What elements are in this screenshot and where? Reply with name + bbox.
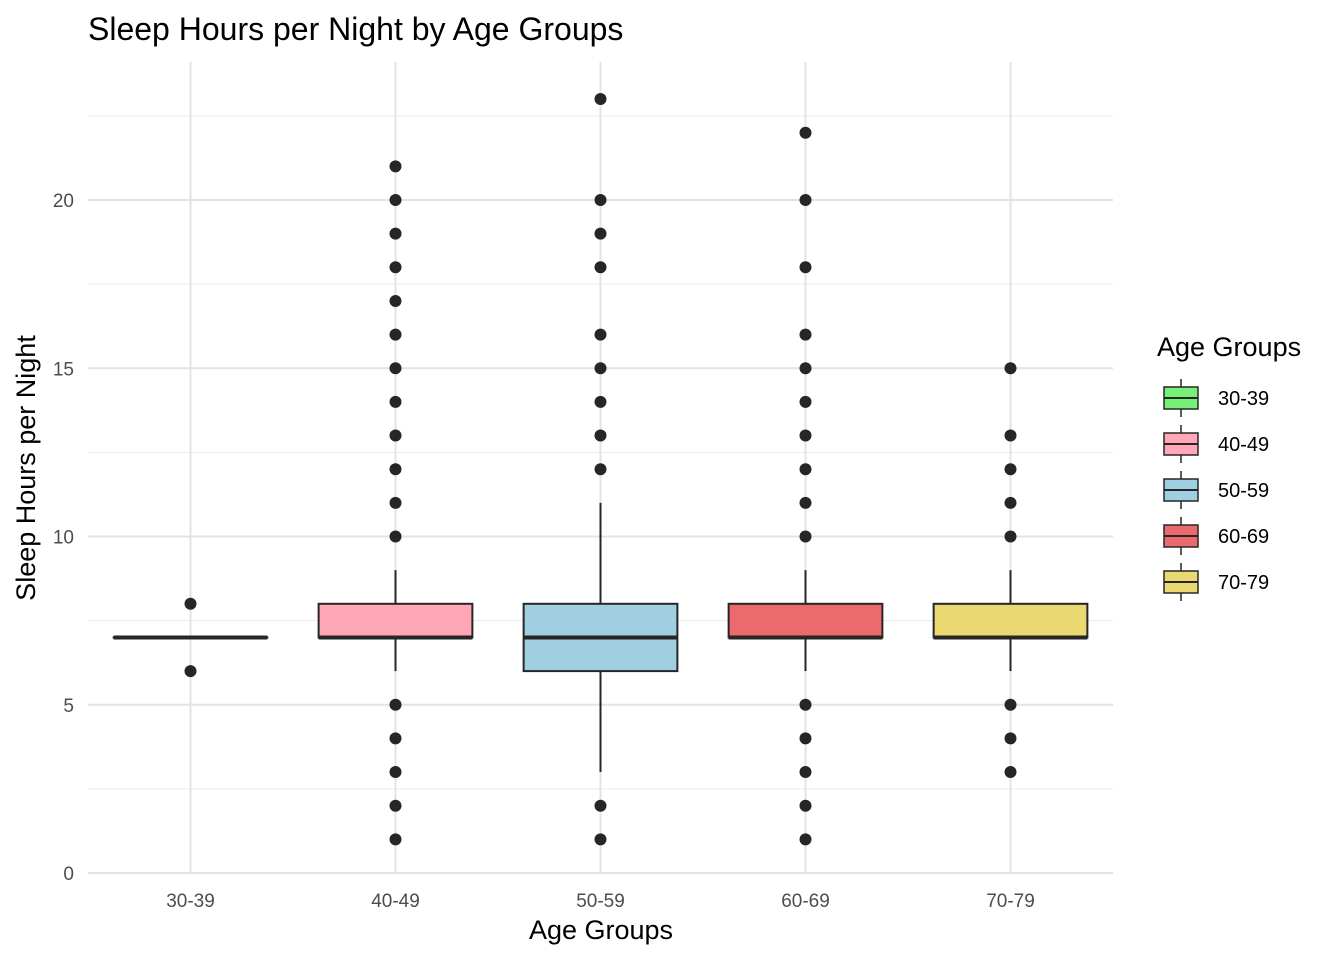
outlier-point bbox=[799, 126, 812, 139]
outlier-point bbox=[594, 227, 607, 240]
x-axis-title: Age Groups bbox=[529, 915, 673, 945]
outlier-point bbox=[594, 93, 607, 106]
y-tick-label: 10 bbox=[53, 528, 74, 549]
legend-label: 50-59 bbox=[1218, 480, 1269, 502]
outlier-point bbox=[389, 429, 402, 442]
outlier-point bbox=[1004, 463, 1017, 476]
box bbox=[932, 602, 1089, 639]
outlier-point bbox=[799, 833, 812, 846]
x-tick-label: 40-49 bbox=[371, 891, 420, 912]
outlier-point bbox=[389, 261, 402, 274]
outlier-point bbox=[389, 294, 402, 307]
x-axis-tick-labels: 30-39 40-49 50-59 60-69 70-79 bbox=[166, 891, 1035, 912]
outlier-point bbox=[389, 362, 402, 375]
outlier-point bbox=[799, 766, 812, 779]
outlier-point bbox=[1004, 496, 1017, 509]
outlier-point bbox=[594, 194, 607, 206]
box-group-70-79 bbox=[932, 362, 1089, 779]
outlier-point bbox=[389, 530, 402, 543]
outlier-point bbox=[1004, 530, 1017, 543]
outlier-point bbox=[1004, 362, 1017, 375]
legend-item-50-59: 50-59 bbox=[1163, 471, 1269, 509]
outlier-point bbox=[799, 698, 812, 711]
outlier-point bbox=[799, 261, 812, 274]
outlier-point bbox=[1004, 698, 1017, 711]
box bbox=[727, 602, 884, 639]
legend-item-70-79: 70-79 bbox=[1163, 563, 1269, 601]
outlier-point bbox=[389, 766, 402, 779]
outlier-point bbox=[594, 395, 607, 408]
outlier-point bbox=[799, 194, 812, 206]
outlier-point bbox=[1004, 766, 1017, 779]
box bbox=[317, 602, 474, 639]
outlier-point bbox=[799, 530, 812, 543]
outlier-point bbox=[1004, 429, 1017, 442]
legend-title: Age Groups bbox=[1157, 332, 1301, 362]
legend-item-30-39: 30-39 bbox=[1163, 379, 1269, 417]
outlier-point bbox=[799, 799, 812, 812]
outlier-point bbox=[389, 833, 402, 846]
outlier-point bbox=[184, 597, 197, 610]
outlier-point bbox=[799, 496, 812, 509]
outlier-point bbox=[389, 799, 402, 812]
y-axis-title: Sleep Hours per Night bbox=[11, 335, 41, 601]
outlier-point bbox=[594, 463, 607, 476]
x-tick-label: 60-69 bbox=[781, 891, 830, 912]
legend-label: 60-69 bbox=[1218, 526, 1269, 548]
box-group-30-39 bbox=[112, 597, 269, 678]
outlier-point bbox=[389, 463, 402, 476]
outlier-point bbox=[799, 328, 812, 341]
outlier-point bbox=[799, 362, 812, 375]
y-tick-label: 5 bbox=[63, 696, 74, 717]
legend-label: 30-39 bbox=[1218, 388, 1269, 410]
y-tick-label: 0 bbox=[63, 864, 74, 885]
outlier-point bbox=[594, 261, 607, 274]
legend-label: 70-79 bbox=[1218, 572, 1269, 594]
x-tick-label: 30-39 bbox=[166, 891, 215, 912]
legend: Age Groups 30-39 40-49 50-59 60-69 70-79 bbox=[1157, 332, 1301, 601]
outlier-point bbox=[799, 395, 812, 408]
outlier-point bbox=[389, 227, 402, 240]
outlier-point bbox=[799, 732, 812, 745]
outlier-point bbox=[594, 799, 607, 812]
x-tick-label: 70-79 bbox=[986, 891, 1035, 912]
box-group-40-49 bbox=[317, 160, 474, 846]
x-tick-label: 50-59 bbox=[576, 891, 625, 912]
y-tick-label: 20 bbox=[53, 191, 74, 212]
box-group-60-69 bbox=[727, 126, 884, 846]
outlier-point bbox=[799, 463, 812, 476]
chart-title: Sleep Hours per Night by Age Groups bbox=[88, 11, 623, 47]
outlier-point bbox=[1004, 732, 1017, 745]
outlier-point bbox=[594, 328, 607, 341]
box-plot-groups bbox=[112, 93, 1089, 846]
outlier-point bbox=[389, 395, 402, 408]
legend-item-40-49: 40-49 bbox=[1163, 425, 1269, 463]
outlier-point bbox=[389, 160, 402, 173]
outlier-point bbox=[594, 833, 607, 846]
y-axis-tick-labels: 0 5 10 15 20 bbox=[53, 191, 74, 885]
outlier-point bbox=[389, 732, 402, 745]
outlier-point bbox=[594, 362, 607, 375]
outlier-point bbox=[594, 429, 607, 442]
y-tick-label: 15 bbox=[53, 359, 74, 380]
outlier-point bbox=[389, 194, 402, 206]
outlier-point bbox=[799, 429, 812, 442]
outlier-point bbox=[389, 328, 402, 341]
box-group-50-59 bbox=[522, 93, 679, 846]
outlier-point bbox=[389, 496, 402, 509]
legend-label: 40-49 bbox=[1218, 434, 1269, 456]
outlier-point bbox=[389, 698, 402, 711]
outlier-point bbox=[184, 665, 197, 678]
legend-item-60-69: 60-69 bbox=[1163, 517, 1269, 555]
